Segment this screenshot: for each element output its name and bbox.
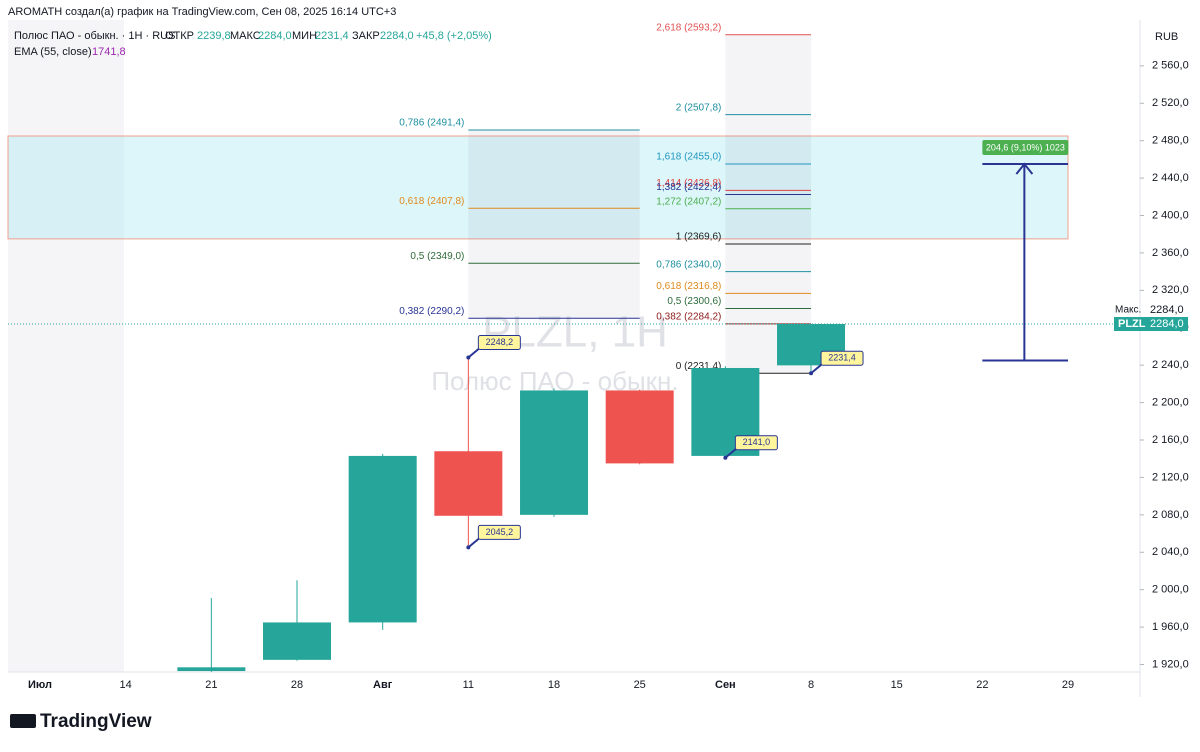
y-tick-label: 2 160,0 [1152,434,1189,446]
last-symbol: PLZL [1118,318,1146,330]
shaded-area [8,20,124,672]
pivot-box [477,524,521,540]
pivot-label: 2231,4 [828,353,856,363]
candle-body [177,667,246,672]
x-tick-label: 29 [1062,679,1074,691]
symbol: Полюс ПАО - обыкн. · 1Н · RUS [14,30,175,42]
x-tick-label: 15 [891,679,903,691]
x-tick-label: 21 [205,679,217,691]
fib-label: 2,618 (2593,2) [656,22,721,33]
candle-body [263,622,332,660]
fib-label: 0,618 (2316,8) [656,281,721,292]
measure-label: 204,6 (9,10%) 1023 [986,142,1065,152]
c-value: 2284,0 [380,30,414,42]
h-label: МАКС [230,30,261,42]
fib-label: 1,618 (2455,0) [656,152,721,163]
fib-label: 0,786 (2491,4) [399,118,464,129]
fib-label: 0,618 (2407,8) [399,196,464,207]
o-label: ОТКР [165,30,194,42]
fib-label: 0 (2231,4) [676,361,722,372]
pivot-label: 2045,2 [486,527,514,537]
x-tick-label: 14 [120,679,132,691]
arrow-head [1015,162,1034,175]
candle-body [605,390,674,464]
x-tick-label: 18 [548,679,560,691]
pivot-label: 2141,0 [743,437,771,447]
ema: EMA (55, close) [14,46,92,58]
pivot-box [734,435,778,451]
change: +45,8 (+2,05%) [416,30,492,42]
x-tick-label: 22 [976,679,988,691]
x-tick-label: Сен [715,679,736,691]
max-label: Макс. [1115,305,1141,316]
fib-label: 0,382 (2290,2) [399,306,464,317]
y-tick-label: 2 400,0 [1152,209,1189,221]
y-tick-label: 2 480,0 [1152,135,1189,147]
credit: AROMATH создал(а) график на TradingView.… [8,6,396,18]
ema-value: 1741,8 [92,46,126,58]
fib-label: 1,414 (2426,8) [656,178,721,189]
max-value: 2284,0 [1150,304,1184,316]
y-tick-label: 2 560,0 [1152,60,1189,72]
y-tick-label: 2 360,0 [1152,247,1189,259]
last-value: 2284,0 [1150,318,1184,330]
fib-label: 1 (2369,6) [676,232,722,243]
fib-area [725,34,812,374]
candle-body [348,455,417,623]
y-tick-label: 1 920,0 [1152,658,1189,670]
fib-label: 0,5 (2300,6) [667,296,721,307]
fib-label: 1,272 (2407,2) [656,196,721,207]
fib-area [468,130,640,319]
x-tick-label: Авг [373,679,393,691]
y-tick-label: 1 960,0 [1152,621,1189,633]
y-tick-label: 2 520,0 [1152,97,1189,109]
y-tick-label: 2 080,0 [1152,509,1189,521]
y-tick-label: 2 440,0 [1152,172,1189,184]
x-tick-label: Июл [28,679,52,691]
x-tick-label: 8 [808,679,814,691]
last-box [1114,317,1188,332]
candle-body [434,451,503,516]
y-tick-label: 2 120,0 [1152,471,1189,483]
c-label: ЗАКР [352,30,380,42]
l-value: 2231,4 [315,30,349,42]
h-value: 2284,0 [258,30,292,42]
pivot-box [477,335,521,351]
fib-label: 0,5 (2349,0) [410,251,464,262]
o-value: 2239,8 [197,30,231,42]
currency: RUB [1155,31,1178,43]
fib-label: 0,786 (2340,0) [656,259,721,270]
x-tick-label: 25 [634,679,646,691]
y-tick-label: 2 040,0 [1152,546,1189,558]
x-tick-label: 11 [463,679,474,691]
fib-label: 2 (2507,8) [676,102,722,113]
l-label: МИН [292,30,317,42]
pivot-label: 2248,2 [486,337,514,347]
measure-box [982,140,1069,156]
x-tick-label: 28 [291,679,303,691]
fib-label: 0,382 (2284,2) [656,311,721,322]
zone [7,135,1069,240]
fib-label: 1,382 (2422,4) [656,182,721,193]
candle-body [520,390,589,515]
y-tick-label: 2 000,0 [1152,584,1189,596]
logo [10,714,36,728]
y-tick-label: 2 200,0 [1152,397,1189,409]
y-tick-label: 2 240,0 [1152,359,1189,371]
y-tick-label: 2 320,0 [1152,284,1189,296]
logo-text: TradingView [40,711,152,732]
pivot-box [820,350,864,366]
